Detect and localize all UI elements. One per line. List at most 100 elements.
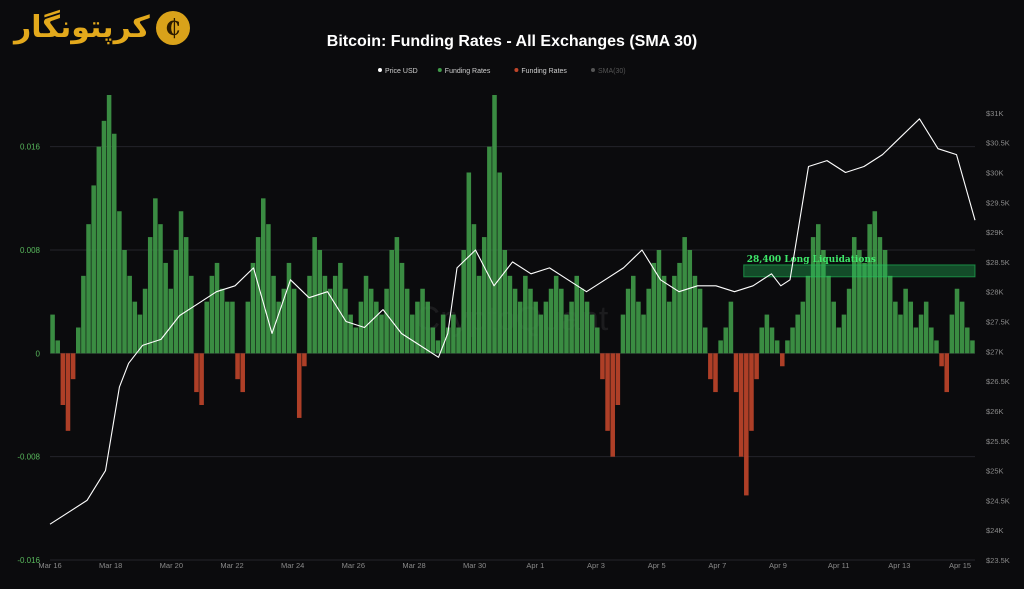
positive-funding-bar bbox=[882, 250, 888, 354]
positive-funding-bar bbox=[276, 301, 281, 354]
positive-funding-bar bbox=[91, 185, 96, 354]
positive-funding-bar bbox=[189, 275, 194, 354]
x-axis-tick: Mar 16 bbox=[38, 561, 61, 570]
positive-funding-bar bbox=[769, 327, 775, 354]
negative-funding-bar bbox=[738, 353, 744, 457]
positive-funding-bar bbox=[286, 262, 292, 354]
positive-funding-bar bbox=[646, 288, 651, 354]
positive-funding-bar bbox=[497, 172, 502, 354]
positive-funding-bar bbox=[564, 314, 569, 354]
positive-funding-bar bbox=[456, 327, 461, 354]
positive-funding-bar bbox=[374, 301, 379, 354]
positive-funding-bar bbox=[821, 250, 826, 354]
positive-funding-bar bbox=[548, 288, 554, 354]
positive-funding-bar bbox=[970, 340, 975, 354]
positive-funding-bar bbox=[132, 301, 138, 354]
positive-funding-bar bbox=[399, 262, 405, 354]
positive-funding-bar bbox=[641, 314, 646, 354]
positive-funding-bar bbox=[595, 327, 600, 354]
positive-funding-bar bbox=[338, 262, 343, 354]
right-axis-tick: $26.5K bbox=[986, 377, 1010, 386]
positive-funding-bar bbox=[117, 211, 122, 354]
left-axis-tick: -0.016 bbox=[17, 556, 40, 565]
legend-entry: SMA(30) bbox=[598, 68, 626, 75]
positive-funding-bar bbox=[492, 95, 497, 354]
right-axis-tick: $25.5K bbox=[986, 437, 1010, 446]
x-axis-tick: Mar 28 bbox=[402, 561, 425, 570]
positive-funding-bar bbox=[877, 237, 883, 354]
positive-funding-bar bbox=[553, 275, 559, 354]
right-axis-tick: $24.5K bbox=[986, 496, 1010, 505]
positive-funding-bar bbox=[291, 288, 297, 354]
positive-funding-bar bbox=[230, 301, 235, 354]
positive-funding-bar bbox=[523, 275, 528, 354]
legend-marker bbox=[437, 68, 442, 72]
x-axis-tick: Mar 24 bbox=[281, 561, 304, 570]
right-axis-tick: $29.5K bbox=[986, 198, 1010, 207]
positive-funding-bar bbox=[954, 288, 960, 354]
positive-funding-bar bbox=[101, 120, 107, 354]
positive-funding-bar bbox=[142, 288, 148, 354]
positive-funding-bar bbox=[55, 340, 60, 354]
positive-funding-bar bbox=[569, 301, 574, 354]
positive-funding-bar bbox=[111, 133, 117, 354]
positive-funding-bar bbox=[122, 250, 127, 354]
x-axis-tick: Mar 18 bbox=[99, 561, 122, 570]
positive-funding-bar bbox=[425, 301, 430, 354]
positive-funding-bar bbox=[358, 301, 364, 354]
negative-funding-bar bbox=[749, 353, 754, 431]
positive-funding-bar bbox=[934, 340, 939, 354]
right-axis-tick: $28K bbox=[986, 288, 1004, 297]
chart-axes: 0.016 0.008 0 -0.008 -0.016 $31K $30.5K $30K $29… bbox=[17, 109, 1009, 570]
positive-funding-bar bbox=[728, 301, 734, 354]
positive-funding-bar bbox=[702, 327, 708, 354]
positive-funding-bar bbox=[137, 314, 143, 354]
positive-funding-bar bbox=[718, 340, 723, 354]
price-line-group bbox=[49, 118, 976, 525]
positive-funding-bar bbox=[75, 327, 81, 354]
positive-funding-bar bbox=[96, 146, 102, 354]
positive-funding-bar bbox=[214, 262, 220, 354]
right-axis-tick: $25K bbox=[986, 467, 1004, 476]
positive-funding-bar bbox=[620, 314, 626, 354]
positive-funding-bar bbox=[445, 327, 451, 354]
positive-funding-bar bbox=[502, 250, 508, 354]
positive-funding-bar bbox=[50, 314, 55, 354]
negative-funding-bar bbox=[610, 353, 615, 457]
negative-funding-bar bbox=[605, 353, 610, 431]
positive-funding-bar bbox=[81, 275, 86, 354]
negative-funding-bar bbox=[65, 353, 71, 431]
x-axis-tick: Apr 15 bbox=[949, 561, 971, 570]
positive-funding-bar bbox=[949, 314, 955, 354]
positive-funding-bar bbox=[153, 198, 158, 354]
positive-funding-bar bbox=[723, 327, 729, 354]
x-axis-tick: Mar 30 bbox=[463, 561, 486, 570]
x-axis-tick: Apr 9 bbox=[769, 561, 787, 570]
positive-funding-bar bbox=[687, 250, 693, 354]
positive-funding-bar bbox=[666, 301, 672, 354]
negative-funding-bar bbox=[296, 353, 302, 418]
positive-funding-bar bbox=[764, 314, 770, 354]
positive-funding-bar bbox=[959, 301, 965, 354]
positive-funding-bar bbox=[887, 275, 893, 354]
brand-logo-text: کرپتونگار bbox=[14, 10, 150, 45]
negative-funding-bar bbox=[199, 353, 204, 405]
x-axis-tick: Apr 3 bbox=[587, 561, 605, 570]
chart-grid bbox=[50, 146, 975, 561]
positive-funding-bar bbox=[774, 340, 780, 354]
positive-funding-bar bbox=[389, 250, 395, 354]
positive-funding-bar bbox=[209, 275, 215, 354]
negative-funding-bar bbox=[600, 353, 605, 380]
positive-funding-bar bbox=[250, 262, 256, 354]
positive-funding-bar bbox=[677, 262, 682, 354]
positive-funding-bar bbox=[332, 275, 338, 354]
negative-funding-bar bbox=[944, 353, 950, 393]
right-axis-tick: $30.5K bbox=[986, 139, 1010, 148]
positive-funding-bar bbox=[692, 275, 698, 354]
positive-funding-bar bbox=[461, 250, 466, 354]
positive-funding-bar bbox=[404, 288, 410, 354]
x-axis-tick: Apr 7 bbox=[708, 561, 726, 570]
positive-funding-bar bbox=[466, 172, 472, 354]
positive-funding-bar bbox=[795, 314, 800, 354]
legend-marker bbox=[378, 68, 382, 72]
